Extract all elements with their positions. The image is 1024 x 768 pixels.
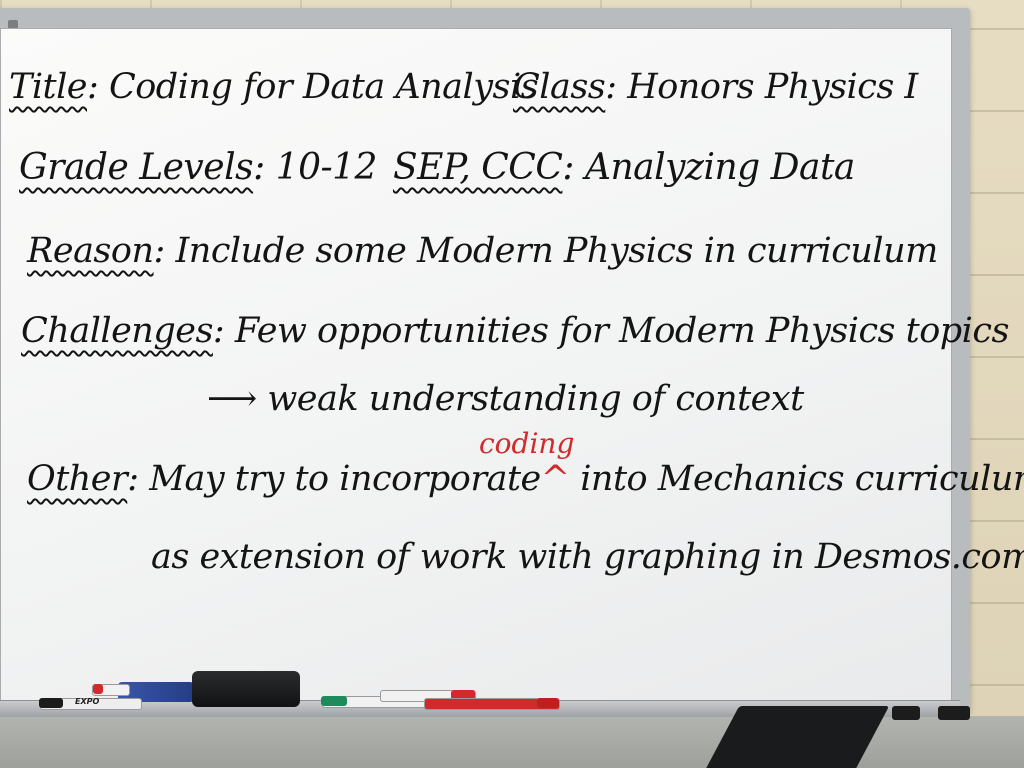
challenges-line: Challenges: Few opportunities for Modern… [21, 311, 1009, 351]
other-line: Other: May try to incorporate^ into Mech… [27, 459, 1024, 499]
marker-cap [39, 698, 63, 708]
whiteboard-frame: Title: Coding for Data Analysis Class: H… [0, 8, 1024, 713]
arrow-icon: ⟶ [207, 379, 257, 419]
class-value: Honors Physics I [627, 67, 918, 107]
consequence-line: ⟶ weak understanding of context [207, 379, 804, 419]
reason-line: Reason: Include some Modern Physics in c… [27, 231, 938, 271]
grade-line: Grade Levels: 10-12 [19, 147, 377, 188]
tray-end-cap-left [892, 706, 920, 720]
marker-cap-green [321, 696, 347, 706]
white-marker [92, 684, 130, 696]
other-separator: : [127, 459, 139, 499]
class-line: Class: Honors Physics I [513, 67, 918, 107]
challenges-separator: : [212, 311, 225, 351]
insert-word: coding [479, 427, 575, 460]
challenges-label: Challenges [21, 311, 213, 351]
marker-brand: EXPO [75, 697, 100, 706]
eraser [192, 671, 300, 707]
title-value: Coding for Data Analysis [108, 67, 539, 107]
other-value-a: May try to incorporate [149, 459, 541, 499]
sep-ccc-line: SEP, CCC: Analyzing Data [393, 147, 855, 188]
other-line-2-text: as extension of work with graphing in De… [151, 537, 1024, 577]
title-line: Title: Coding for Data Analysis [9, 67, 539, 107]
tray-end-cap-right [938, 706, 970, 720]
reason-separator: : [153, 231, 166, 271]
grade-label: Grade Levels [19, 147, 254, 188]
title-separator: : [87, 67, 99, 107]
challenges-value: Few opportunities for Modern Physics top… [234, 311, 1010, 351]
marker-cap-red-3 [537, 698, 559, 708]
insert-caret: ^ [540, 459, 570, 499]
red-marker [424, 698, 560, 710]
title-label: Title [9, 67, 88, 107]
reason-value: Include some Modern Physics in curriculu… [175, 231, 938, 271]
grade-separator: : [253, 147, 265, 188]
other-label: Other [27, 459, 128, 499]
class-separator: : [605, 67, 617, 107]
marker-cap-red-2 [451, 690, 475, 700]
grade-value: 10-12 [275, 147, 378, 188]
sep-ccc-separator: : [562, 147, 575, 188]
other-value-b: into Mechanics curriculum [580, 459, 1024, 499]
black-marker: EXPO [39, 697, 142, 710]
board-cleaner-bottle [118, 682, 194, 702]
whiteboard: Title: Coding for Data Analysis Class: H… [0, 28, 1024, 706]
other-line-2: as extension of work with graphing in De… [151, 537, 1024, 577]
class-label: Class [513, 67, 606, 107]
sep-ccc-label: SEP, CCC [393, 147, 563, 188]
sep-ccc-value: Analyzing Data [584, 147, 855, 188]
marker-cap-red [93, 684, 103, 694]
reason-label: Reason [27, 231, 154, 271]
consequence-text: weak understanding of context [267, 379, 804, 419]
